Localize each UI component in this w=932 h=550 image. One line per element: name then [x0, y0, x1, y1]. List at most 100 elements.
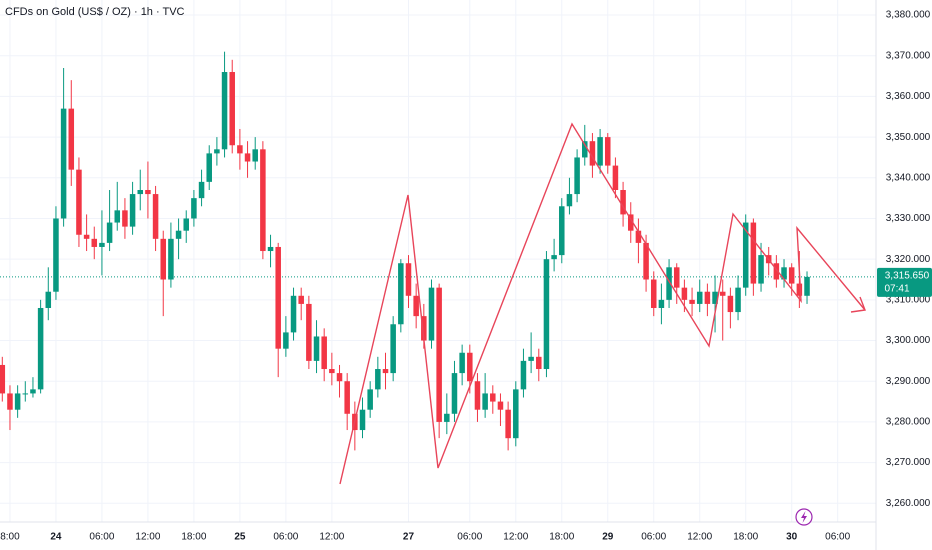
y-tick-label: 3,340.000	[886, 172, 931, 183]
candle-body	[428, 287, 435, 341]
y-tick-label: 3,300.000	[886, 335, 931, 346]
x-tick-label: 06:00	[641, 532, 666, 543]
candle-body	[14, 393, 21, 410]
candle-body	[275, 246, 281, 349]
candle-body	[122, 210, 128, 227]
candle-body	[528, 356, 534, 361]
candle-body	[451, 373, 458, 414]
candle-body	[582, 141, 588, 158]
candle-body	[612, 165, 619, 191]
candle-body	[267, 246, 274, 252]
x-tick-label: 27	[403, 532, 415, 543]
y-tick-label: 3,260.000	[886, 498, 931, 509]
candle-body	[321, 336, 327, 370]
candle-body	[22, 393, 29, 395]
candle-body	[191, 198, 197, 219]
candle-body	[206, 153, 212, 182]
last-price-label: 3,315.650	[885, 271, 930, 282]
candle-body	[137, 190, 144, 195]
candle-body	[559, 206, 565, 256]
x-tick-label: 18:00	[549, 532, 574, 543]
candle-body	[359, 409, 366, 431]
candle-body	[298, 295, 304, 304]
x-tick-label: 06:00	[825, 532, 850, 543]
candle-body	[444, 413, 450, 422]
x-tick-label: 24	[50, 532, 62, 543]
candle-body	[574, 157, 580, 195]
x-tick-label: 25	[234, 532, 246, 543]
candle-body	[804, 276, 810, 296]
candle-body	[520, 360, 527, 390]
x-tick-label: 06:00	[457, 532, 482, 543]
candle-body	[604, 137, 611, 166]
candle-body	[490, 393, 496, 402]
candle-body	[505, 409, 511, 439]
candle-body	[635, 230, 642, 243]
y-tick-label: 3,280.000	[886, 417, 931, 428]
candle-body	[91, 238, 98, 247]
countdown-label: 07:41	[884, 284, 909, 295]
candle-body	[781, 267, 787, 280]
candle-body	[244, 153, 251, 162]
candle-body	[306, 303, 312, 361]
candle-body	[367, 389, 373, 410]
candle-body	[152, 194, 159, 239]
candle-body	[375, 369, 381, 390]
candle-body	[382, 369, 389, 374]
candle-body	[704, 291, 711, 304]
candle-body	[719, 291, 726, 296]
candle-body	[712, 291, 718, 304]
candle-body	[758, 255, 764, 284]
candle-body	[750, 222, 757, 284]
y-tick-label: 3,290.000	[886, 376, 931, 387]
candle-body	[198, 181, 205, 199]
y-tick-label: 3,350.000	[886, 132, 931, 143]
candle-body	[421, 316, 427, 341]
event-icon[interactable]	[795, 508, 813, 526]
x-tick-label: 30	[786, 532, 798, 543]
candle-body	[344, 381, 350, 414]
candle-body	[620, 190, 626, 215]
candle-body	[0, 364, 6, 394]
candle-body	[735, 287, 741, 313]
candle-body	[313, 336, 320, 361]
candle-body	[467, 352, 473, 382]
candle-body	[627, 214, 634, 231]
candle-body	[329, 369, 335, 374]
candle-body	[459, 352, 465, 374]
x-tick-label: 29	[602, 532, 614, 543]
candle-body	[497, 401, 504, 410]
candle-body	[106, 222, 113, 243]
candle-body	[53, 218, 59, 292]
candle-body	[474, 381, 481, 410]
candle-body	[68, 108, 75, 170]
candle-body	[597, 137, 603, 166]
chart-title: CFDs on Gold (US$ / OZ) · 1h · TVC	[5, 6, 185, 18]
candle-body	[390, 324, 396, 374]
candle-body	[566, 194, 573, 207]
candle-body	[260, 149, 266, 252]
candle-body	[788, 267, 795, 284]
candle-body	[681, 287, 688, 300]
x-tick-label: 12:00	[503, 532, 528, 543]
candle-body	[60, 108, 67, 219]
candle-body	[513, 389, 519, 439]
candle-body	[436, 287, 442, 422]
candle-body	[589, 141, 596, 166]
candle-body	[145, 190, 151, 195]
candle-body	[214, 149, 220, 154]
candle-body	[796, 283, 803, 296]
x-tick-label: 12:00	[135, 532, 160, 543]
y-tick-label: 3,330.000	[886, 213, 931, 224]
y-tick-label: 3,270.000	[886, 457, 931, 468]
candle-body	[666, 267, 672, 300]
candle-body	[283, 332, 289, 349]
candle-body	[482, 393, 488, 410]
candle-body	[114, 210, 121, 223]
trend-drawing	[339, 122, 866, 485]
candle-body	[76, 169, 82, 235]
x-tick-label: 06:00	[273, 532, 298, 543]
y-tick-label: 3,380.000	[886, 10, 931, 21]
